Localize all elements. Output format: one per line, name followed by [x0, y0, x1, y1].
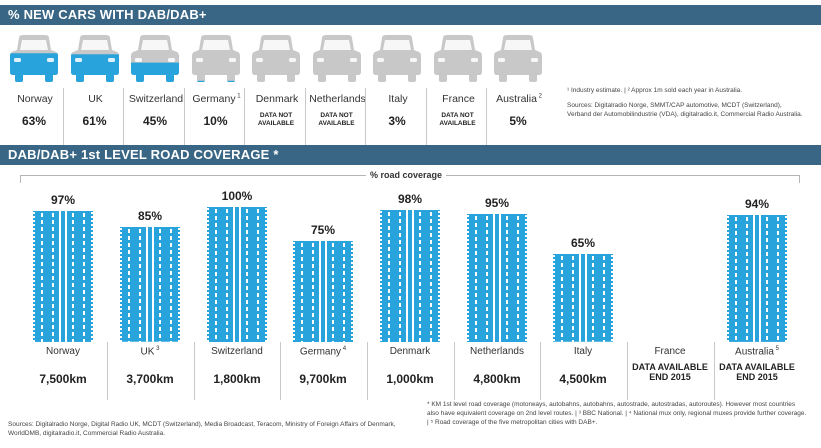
car-icon	[70, 35, 119, 82]
road-km-label: 9,700km	[299, 372, 347, 386]
car-country-label: UK	[88, 93, 103, 105]
car-na-label: DATA NOT AVAILABLE	[318, 112, 355, 127]
column-divider	[540, 342, 541, 400]
road-country-label: Switzerland	[211, 346, 263, 357]
column-divider	[626, 342, 628, 400]
road-bar	[33, 211, 93, 342]
column-divider	[244, 88, 245, 160]
road-country-label: Netherlands	[470, 346, 524, 357]
car-country-label: France	[442, 93, 475, 105]
road-bar	[380, 209, 440, 342]
road-country-label: UK 3	[140, 346, 160, 358]
car-icon	[433, 35, 482, 82]
car-country-label: Switzerland	[128, 93, 184, 105]
column-divider	[106, 342, 108, 400]
road-pct-label: 94%	[744, 197, 770, 212]
car-na-label: DATA NOT AVAILABLE	[439, 112, 476, 127]
road-pct-label: 100%	[221, 189, 253, 203]
column-divider	[183, 88, 185, 160]
road-km-label: 7,500km	[39, 372, 87, 386]
column-divider	[713, 342, 715, 400]
road-country-label: Italy	[573, 346, 593, 357]
car-item: France DATA NOT AVAILABLE	[428, 30, 488, 140]
road-km-label: 1,800km	[213, 372, 261, 386]
road-km-label: 4,500km	[559, 372, 607, 386]
car-icon	[494, 35, 542, 82]
car-icon	[312, 35, 361, 82]
road-na-label: DATA AVAILABLE END 2015	[632, 362, 708, 382]
car-icon	[131, 35, 179, 82]
car-country-label: Denmark	[255, 93, 299, 105]
road-country-label: Denmark	[389, 346, 431, 357]
car-na-label: DATA NOT AVAILABLE	[257, 112, 295, 127]
car-item: Germany 1 10%	[186, 30, 246, 140]
cars-sources: Sources: Digitalradio Norge, SMMT/CAP au…	[567, 102, 803, 118]
road-pct-label: 85%	[137, 209, 163, 224]
road-country-label: France	[654, 346, 686, 357]
car-item: Switzerland 45%	[125, 30, 185, 140]
column-divider	[366, 342, 368, 400]
road-na-label: DATA AVAILABLE END 2015	[719, 362, 795, 382]
road-pct-label: 97%	[50, 193, 76, 208]
car-country-label: Australia 2	[496, 93, 542, 105]
road-pct-label: 98%	[397, 191, 423, 206]
car-icon	[10, 35, 58, 82]
column-divider	[62, 88, 64, 160]
column-divider	[193, 342, 195, 400]
car-country-label: Germany 1	[192, 93, 241, 105]
road-country-label: Australia 5	[735, 346, 779, 358]
road-bar	[207, 207, 267, 342]
roads-notes: * KM 1st level road coverage (motorways,…	[427, 401, 807, 426]
road-km-label: 1,000km	[386, 372, 434, 386]
car-item: Netherlands DATA NOT AVAILABLE	[307, 30, 367, 140]
axis-title: % road coverage	[366, 170, 447, 180]
axis-left-cap	[20, 175, 21, 183]
road-pct-label: 65%	[570, 236, 596, 251]
car-value-label: 61%	[82, 114, 107, 128]
column-divider	[280, 342, 281, 400]
car-value-label: 45%	[142, 114, 168, 128]
car-value-label: 3%	[388, 114, 406, 128]
car-value-label: 5%	[509, 114, 527, 128]
column-divider	[365, 88, 366, 160]
car-item: Norway 63%	[4, 30, 64, 140]
road-bar	[727, 215, 787, 342]
car-icon	[191, 35, 240, 82]
car-value-label: 63%	[21, 114, 47, 128]
column-divider	[123, 88, 124, 160]
road-bar	[293, 240, 353, 342]
cars-notes: ¹ Industry estimate. | ² Approx 1m sold …	[567, 86, 807, 119]
car-item: Denmark DATA NOT AVAILABLE	[246, 30, 306, 140]
road-bar	[553, 254, 613, 342]
cars-section-title: % NEW CARS WITH DAB/DAB+	[0, 5, 821, 25]
road-pct-label: 95%	[484, 195, 510, 210]
car-icon	[373, 35, 421, 82]
axis-right-cap	[799, 175, 800, 183]
road-km-label: 3,700km	[126, 372, 174, 386]
road-bar	[120, 227, 180, 342]
column-divider	[425, 88, 427, 160]
car-value-label: 10%	[203, 114, 228, 128]
road-km-label: 4,800km	[473, 372, 521, 386]
car-icon	[252, 35, 300, 82]
car-item: Australia 2 5%	[488, 30, 548, 140]
car-item: UK 61%	[65, 30, 125, 140]
column-divider	[486, 88, 487, 160]
roads-section-title: DAB/DAB+ 1st LEVEL ROAD COVERAGE *	[0, 145, 821, 165]
roads-sources: Sources: Digitalradio Norge, Digital Rad…	[8, 421, 396, 437]
car-item: Italy 3%	[367, 30, 427, 140]
car-country-label: Netherlands	[309, 93, 366, 105]
car-country-label: Norway	[17, 93, 53, 105]
road-pct-label: 75%	[310, 222, 336, 237]
road-country-label: Norway	[46, 346, 80, 357]
column-divider	[304, 88, 306, 160]
car-country-label: Italy	[388, 93, 408, 105]
cars-chart: Norway 63% UK 61% Switzerland 45% Germany 1 10%…	[4, 30, 549, 160]
road-country-label: Germany 4	[299, 346, 347, 358]
cars-footnotes: ¹ Industry estimate. | ² Approx 1m sold …	[567, 87, 743, 94]
column-divider	[453, 342, 455, 400]
road-bar	[467, 213, 527, 342]
